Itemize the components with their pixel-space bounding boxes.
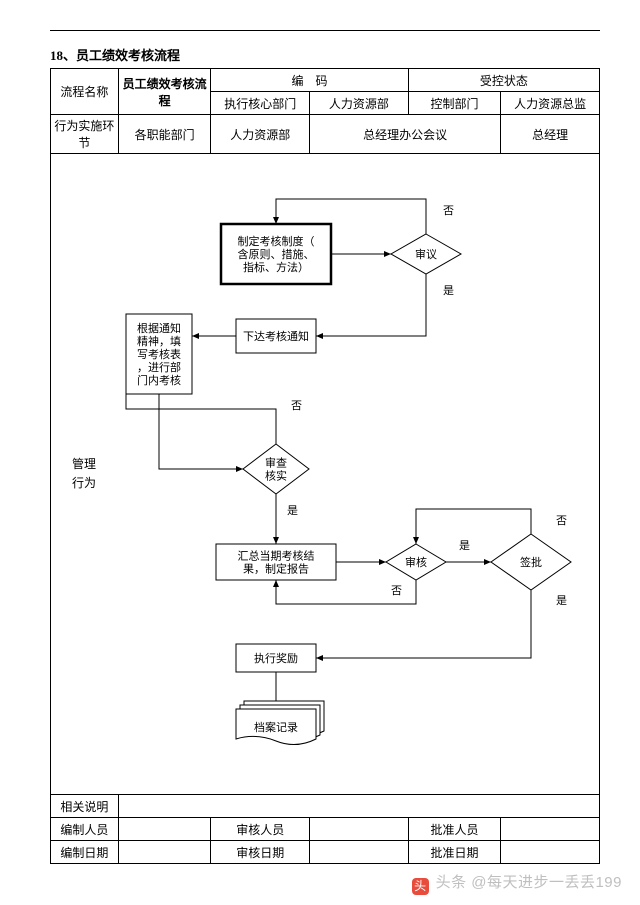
watermark: 头 头条 @每天进步一丢丢199 [412, 871, 622, 895]
hdr-c-1-2: 执行核心部门 [211, 92, 310, 115]
ftr-1-4: 批准人员 [408, 818, 501, 841]
ftr-1-0: 编制人员 [51, 818, 119, 841]
hdr-c-2-3: 总经理办公会议 [310, 115, 501, 154]
header-table: 流程名称 员工绩效考核流程 编 码 受控状态 执行核心部门 人力资源部 控制部门… [50, 68, 600, 154]
svg-text:写考核表: 写考核表 [137, 347, 181, 361]
hdr-c-1-4: 控制部门 [408, 92, 501, 115]
svg-text:下达考核通知: 下达考核通知 [243, 329, 309, 343]
svg-text:根据通知: 根据通知 [137, 321, 181, 335]
hdr-c-0-1: 员工绩效考核流程 [118, 69, 211, 115]
hdr-c-0-4: 受控状态 [408, 69, 599, 92]
hdr-c-2-0: 行为实施环节 [51, 115, 119, 154]
hdr-c-0-0: 流程名称 [51, 69, 119, 115]
flowchart-area: 管理 行为 否是否是是否否是制定考核制度（含原则、措施、指标、方法）审议下达考核… [50, 154, 600, 795]
ftr-2-0: 编制日期 [51, 841, 119, 864]
svg-text:是: 是 [459, 539, 470, 552]
svg-text:，进行部: ，进行部 [137, 360, 181, 374]
ftr-1-3 [310, 818, 409, 841]
hdr-c-1-5: 人力资源总监 [501, 92, 600, 115]
svg-text:果，制定报告: 果，制定报告 [243, 562, 309, 576]
ftr-2-4: 批准日期 [408, 841, 501, 864]
svg-text:精神，填: 精神，填 [137, 334, 181, 348]
svg-text:档案记录: 档案记录 [254, 720, 298, 734]
ftr-0-rest [118, 795, 599, 818]
ftr-1-2: 审核人员 [211, 818, 310, 841]
svg-text:汇总当期考核结: 汇总当期考核结 [238, 549, 315, 563]
ftr-2-1 [118, 841, 211, 864]
hdr-c-2-1: 各职能部门 [118, 115, 211, 154]
ftr-0-0: 相关说明 [51, 795, 119, 818]
svg-text:审查: 审查 [265, 456, 287, 470]
svg-text:是: 是 [556, 594, 567, 607]
svg-text:指标、方法）: 指标、方法） [243, 260, 309, 274]
hdr-c-2-5: 总经理 [501, 115, 600, 154]
hdr-c-1-3: 人力资源部 [310, 92, 409, 115]
svg-text:否: 否 [556, 515, 567, 527]
ftr-2-3 [310, 841, 409, 864]
hdr-c-0-2: 编 码 [211, 69, 408, 92]
svg-text:核实: 核实 [265, 469, 287, 483]
svg-text:是: 是 [287, 504, 298, 517]
svg-text:是: 是 [443, 284, 454, 297]
svg-text:执行奖励: 执行奖励 [254, 651, 298, 665]
ftr-2-2: 审核日期 [211, 841, 310, 864]
footer-table: 相关说明 编制人员 审核人员 批准人员 编制日期 审核日期 批准日期 [50, 795, 600, 864]
hdr-c-2-2: 人力资源部 [211, 115, 310, 154]
svg-text:签批: 签批 [520, 555, 542, 569]
svg-text:含原则、措施、: 含原则、措施、 [238, 247, 315, 261]
watermark-logo-icon: 头 [412, 878, 429, 895]
svg-text:否: 否 [443, 205, 454, 217]
svg-text:否: 否 [291, 400, 302, 412]
watermark-text: 头条 @每天进步一丢丢199 [436, 874, 622, 891]
ftr-2-5 [501, 841, 600, 864]
svg-text:审核: 审核 [405, 555, 427, 569]
ftr-1-1 [118, 818, 211, 841]
svg-text:制定考核制度（: 制定考核制度（ [238, 234, 315, 248]
ftr-1-5 [501, 818, 600, 841]
svg-text:门内考核: 门内考核 [137, 373, 181, 387]
svg-text:否: 否 [391, 585, 402, 597]
flowchart-svg: 否是否是是否否是制定考核制度（含原则、措施、指标、方法）审议下达考核通知根据通知… [51, 154, 585, 794]
page-title: 18、员工绩效考核流程 [50, 45, 600, 64]
top-rule [50, 30, 600, 31]
svg-text:审议: 审议 [415, 247, 437, 261]
